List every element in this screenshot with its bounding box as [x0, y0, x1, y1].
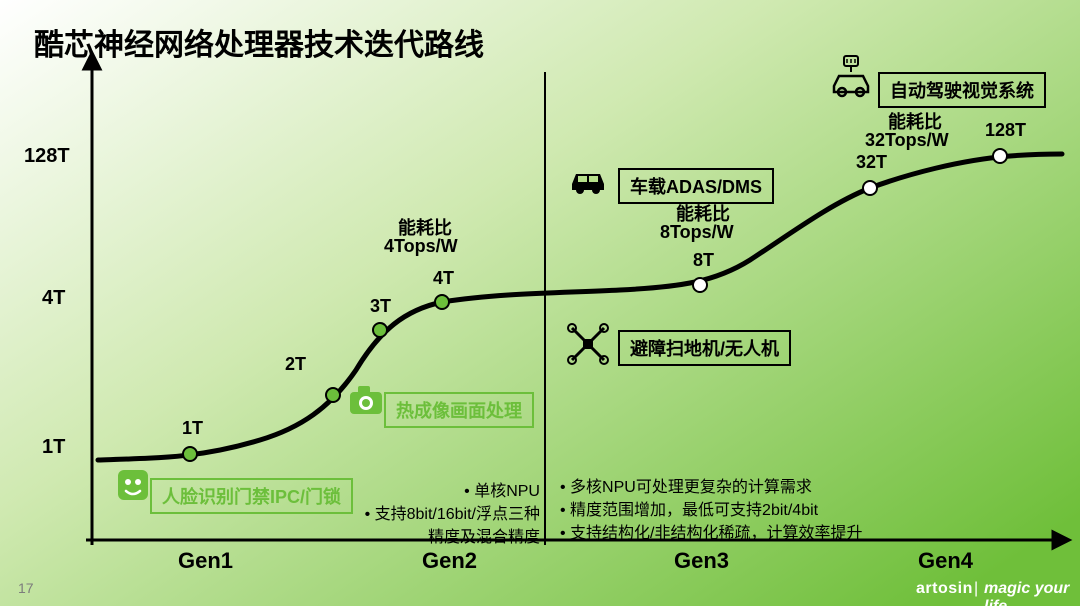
xlabel-gen3: Gen3	[674, 548, 729, 574]
bullet-left-2: 支持8bit/16bit/浮点三种	[375, 506, 540, 523]
point-p8t	[693, 278, 707, 292]
badge-adas-dms: 车载ADAS/DMS	[618, 168, 774, 204]
ytick-128t: 128T	[24, 145, 70, 168]
point-p2t	[326, 388, 340, 402]
bullets-left: • 单核NPU • 支持8bit/16bit/浮点三种 精度及混合精度	[320, 480, 540, 550]
bullet-right-2: 精度范围增加，最低可支持2bit/4bit	[570, 502, 818, 519]
label-1t: 1T	[182, 418, 203, 439]
label-2t: 2T	[285, 354, 306, 375]
label-32t: 32T	[856, 152, 887, 173]
label-4t: 4T	[433, 268, 454, 289]
xlabel-gen2: Gen2	[422, 548, 477, 574]
point-p1t	[183, 447, 197, 461]
eff-32-l2: 32Tops/W	[865, 130, 949, 151]
eff-4-l2: 4Tops/W	[384, 236, 458, 257]
page-number: 17	[18, 580, 34, 596]
bullet-right-3: 支持结构化/非结构化稀疏，计算效率提升	[570, 525, 862, 542]
bullets-right: • 多核NPU可处理更复杂的计算需求 • 精度范围增加，最低可支持2bit/4b…	[560, 476, 980, 546]
face-icon	[118, 470, 148, 500]
slide-root: 酷芯神经网络处理器技术迭代路线 1T 4T 128T Gen1 Gen2 Gen…	[0, 0, 1080, 606]
bullet-left-1: 单核NPU	[474, 483, 540, 500]
label-3t: 3T	[370, 296, 391, 317]
point-p3t	[373, 323, 387, 337]
label-8t: 8T	[693, 250, 714, 271]
ytick-4t: 4T	[42, 287, 65, 310]
footer-slogan: magic your life	[984, 580, 1080, 606]
slide-title: 酷芯神经网络处理器技术迭代路线	[34, 20, 484, 64]
point-p32t	[863, 181, 877, 195]
badge-thermal-imaging: 热成像画面处理	[384, 392, 534, 428]
badge-auto-driving: 自动驾驶视觉系统	[878, 72, 1046, 108]
xlabel-gen1: Gen1	[178, 548, 233, 574]
badge-drone-robot: 避障扫地机/无人机	[618, 330, 791, 366]
point-p4t	[435, 295, 449, 309]
bullet-right-1: 多核NPU可处理更复杂的计算需求	[570, 479, 812, 496]
point-p128t	[993, 149, 1007, 163]
bullet-left-3: 精度及混合精度	[428, 529, 540, 546]
footer-sep: |	[974, 580, 978, 598]
ytick-1t: 1T	[42, 436, 65, 459]
xlabel-gen4: Gen4	[918, 548, 973, 574]
eff-8-l2: 8Tops/W	[660, 222, 734, 243]
label-128t: 128T	[985, 120, 1026, 141]
footer-brand: artosin	[916, 580, 973, 598]
